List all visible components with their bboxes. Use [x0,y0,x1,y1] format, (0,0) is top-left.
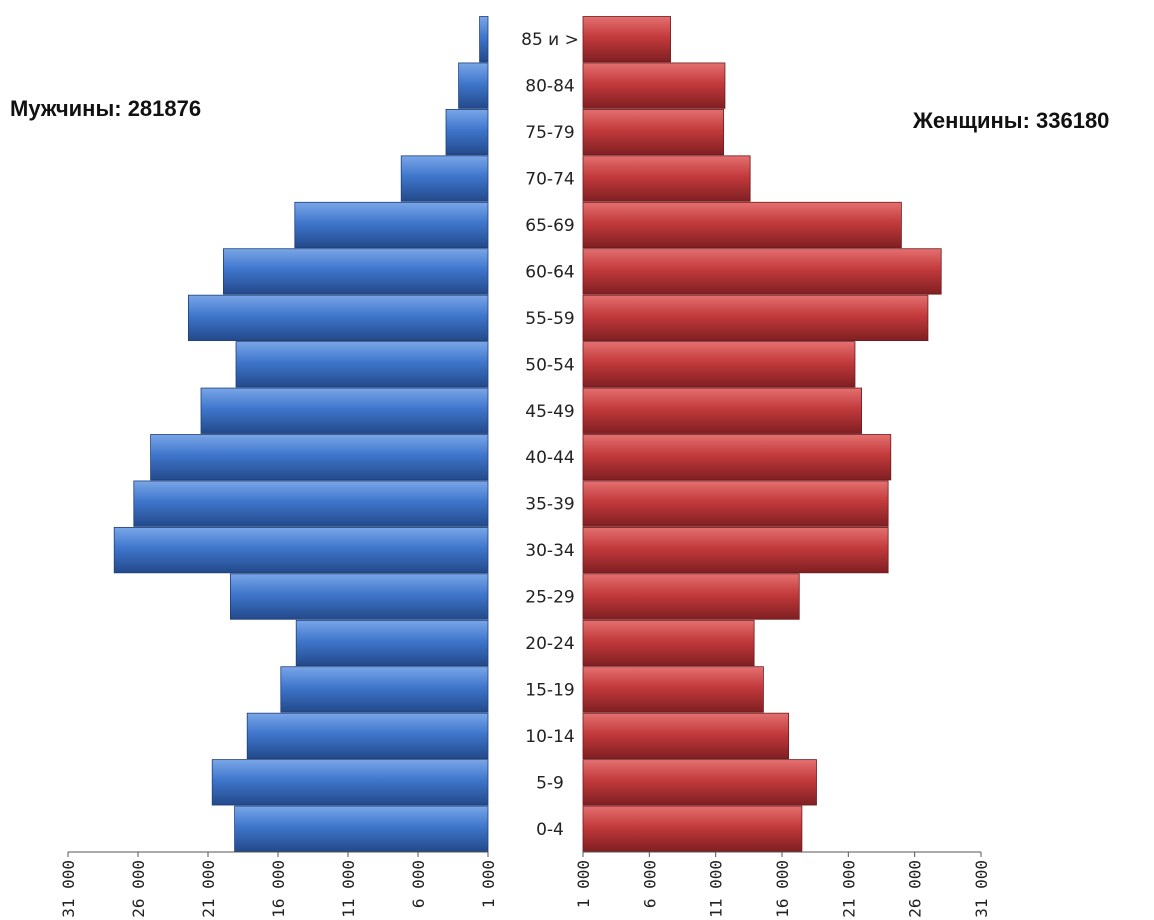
female-bar-55-59 [582,294,929,342]
female-bar-85 и > [582,16,671,63]
age-group-label: 15-19 [525,680,574,700]
female-bar-80-84 [582,62,726,109]
male-bar-75-79 [445,108,489,156]
male-bar-15-19 [280,666,489,713]
age-group-label: 30-34 [525,541,574,561]
female-x-tick-label: 1 000 [574,860,593,908]
age-group-label: 45-49 [525,402,574,422]
female-bar-0-4 [582,805,803,852]
male-bar-55-59 [187,294,489,342]
male-bar-5-9 [211,759,489,806]
age-group-label: 75-79 [525,123,574,143]
female-bar-25-29 [582,573,800,620]
age-group-label: 70-74 [525,170,574,190]
male-bar-40-44 [150,434,489,481]
age-group-label: 85 и > [521,30,579,50]
male-bar-85 и > [479,16,489,63]
age-group-label: 50-54 [525,355,574,375]
age-group-label: 55-59 [525,309,574,329]
male-bar-50-54 [235,341,489,388]
female-bar-50-54 [582,341,856,388]
age-group-label: 0-4 [536,820,564,840]
male-x-tick-label: 1 000 [479,860,498,908]
male-x-tick-label: 31 000 [59,860,78,918]
female-x-tick-label: 21 000 [839,860,858,918]
male-total-label: Мужчины: 281876 [10,96,202,121]
male-bar-60-64 [222,248,489,295]
female-x-tick-label: 26 000 [906,860,925,918]
female-x-tick-label: 16 000 [773,860,792,918]
female-bar-30-34 [582,526,889,574]
female-bar-20-24 [582,619,755,667]
age-group-label: 40-44 [525,448,574,468]
age-group-label: 20-24 [525,634,574,654]
female-bar-70-74 [582,155,751,202]
female-bar-45-49 [582,387,863,434]
male-bar-35-39 [133,480,489,527]
male-bar-80-84 [458,62,489,109]
female-bar-75-79 [582,108,725,156]
male-x-tick-label: 11 000 [339,860,358,918]
female-bar-10-14 [582,712,790,760]
female-bar-15-19 [582,666,764,713]
female-bar-35-39 [582,480,889,527]
female-bar-60-64 [582,248,942,295]
age-group-label: 80-84 [525,77,574,97]
male-x-tick-label: 26 000 [129,860,148,918]
male-bar-0-4 [234,805,489,852]
male-x-tick-label: 16 000 [269,860,288,918]
female-bar-5-9 [582,759,817,806]
male-bar-25-29 [229,573,489,620]
x-axes: 1 000 1 000 6 000 6 000 11 000 11 000 16 000 16… [59,851,991,918]
male-x-tick-label: 6 000 [409,860,428,908]
male-bar-45-49 [200,387,489,434]
category-labels: 0-4 5-9 10-14 15-19 20-24 25-29 30-34 35-39 40-4… [521,30,579,840]
male-bar-70-74 [400,155,489,202]
age-group-label: 35-39 [525,495,574,515]
male-bar-30-34 [113,526,489,574]
male-x-tick-label: 21 000 [199,860,218,918]
female-total-label: Женщины: 336180 [913,108,1110,133]
bars-layer [113,16,942,852]
female-bar-40-44 [582,434,892,481]
female-bar-65-69 [582,201,902,249]
female-x-tick-label: 6 000 [640,860,659,908]
male-bar-20-24 [295,619,489,667]
male-bar-10-14 [246,712,489,760]
age-group-label: 10-14 [525,727,574,747]
age-group-label: 5-9 [536,773,564,793]
female-x-tick-label: 31 000 [972,860,991,918]
age-group-label: 65-69 [525,216,574,236]
age-group-label: 25-29 [525,588,574,608]
age-group-label: 60-64 [525,262,574,282]
female-x-tick-label: 11 000 [707,860,726,918]
male-bar-65-69 [294,201,489,249]
